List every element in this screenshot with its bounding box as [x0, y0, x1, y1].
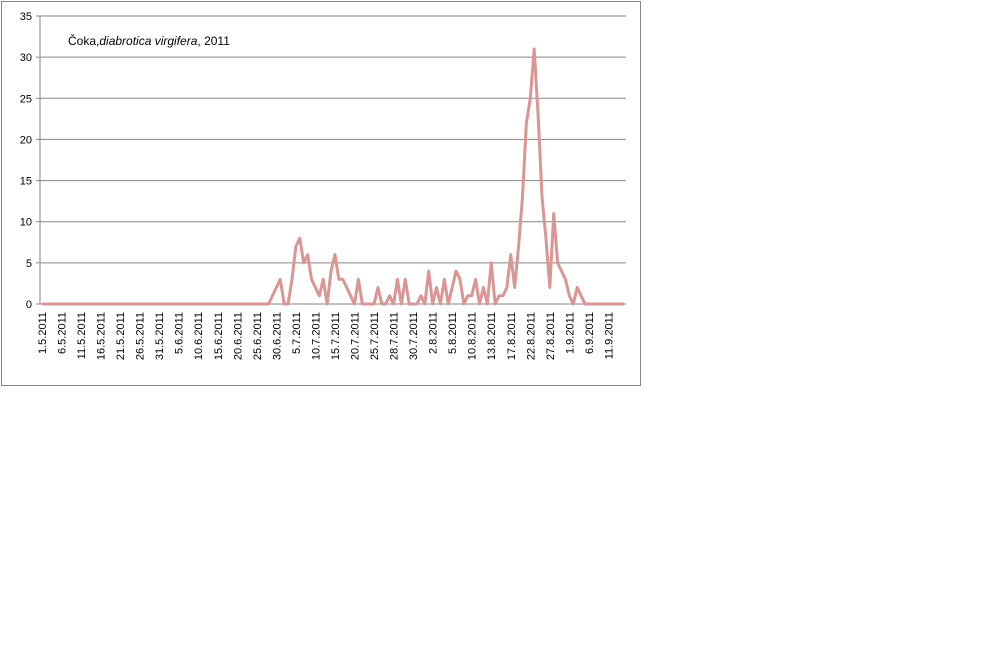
y-tick-label: 35 — [20, 11, 32, 23]
x-tick-label: 5.8.2011 — [447, 312, 459, 354]
x-tick-label: 11.9.2011 — [603, 312, 615, 359]
x-tick-label: 31.5.2011 — [154, 312, 166, 360]
x-tick-label: 17.8.2011 — [506, 312, 518, 360]
x-tick-label: 13.8.2011 — [486, 312, 498, 360]
title-part: Čoka, — [68, 33, 99, 48]
y-tick-label: 15 — [20, 176, 32, 188]
title-part: , 2011 — [197, 34, 230, 48]
x-tick-label: 15.6.2011 — [213, 312, 225, 360]
x-tick-label: 10.6.2011 — [193, 312, 205, 360]
y-tick-label: 5 — [26, 258, 32, 270]
x-tick-label: 30.7.2011 — [408, 312, 420, 360]
x-tick-label: 25.6.2011 — [252, 312, 264, 360]
x-tick-label: 16.5.2011 — [96, 312, 108, 360]
x-tick-label: 20.6.2011 — [232, 312, 244, 360]
y-tick-label: 20 — [20, 134, 32, 146]
x-tick-label: 11.5.2011 — [76, 312, 88, 359]
chart-title: Čoka,diabrotica virgifera, 2011 — [68, 33, 230, 48]
y-tick-label: 10 — [20, 217, 32, 229]
x-tick-label: 15.7.2011 — [330, 312, 342, 360]
x-tick-label: 5.6.2011 — [174, 312, 186, 354]
y-tick-label: 0 — [26, 299, 32, 311]
x-tick-label: 6.5.2011 — [56, 312, 68, 354]
x-tick-label: 10.8.2011 — [467, 312, 479, 360]
x-tick-label: 21.5.2011 — [115, 312, 127, 360]
x-tick-label: 6.9.2011 — [584, 312, 596, 354]
x-tick-label: 1.5.2011 — [37, 312, 49, 354]
title-part: diabrotica virgifera — [99, 34, 197, 48]
x-tick-label: 5.7.2011 — [291, 312, 303, 354]
x-tick-label: 28.7.2011 — [389, 312, 401, 360]
y-tick-label: 30 — [20, 52, 32, 64]
data-line — [41, 47, 625, 306]
x-tick-label: 26.5.2011 — [135, 312, 147, 360]
x-tick-label: 2.8.2011 — [428, 312, 440, 354]
x-tick-label: 22.8.2011 — [525, 312, 537, 360]
x-tick-label: 25.7.2011 — [369, 312, 381, 360]
x-tick-label: 30.6.2011 — [271, 312, 283, 360]
y-tick-label: 25 — [20, 93, 32, 105]
x-tick-label: 27.8.2011 — [545, 312, 557, 360]
x-tick-label: 20.7.2011 — [349, 312, 361, 360]
x-tick-label: 10.7.2011 — [310, 312, 322, 360]
x-tick-label: 1.9.2011 — [564, 312, 576, 354]
